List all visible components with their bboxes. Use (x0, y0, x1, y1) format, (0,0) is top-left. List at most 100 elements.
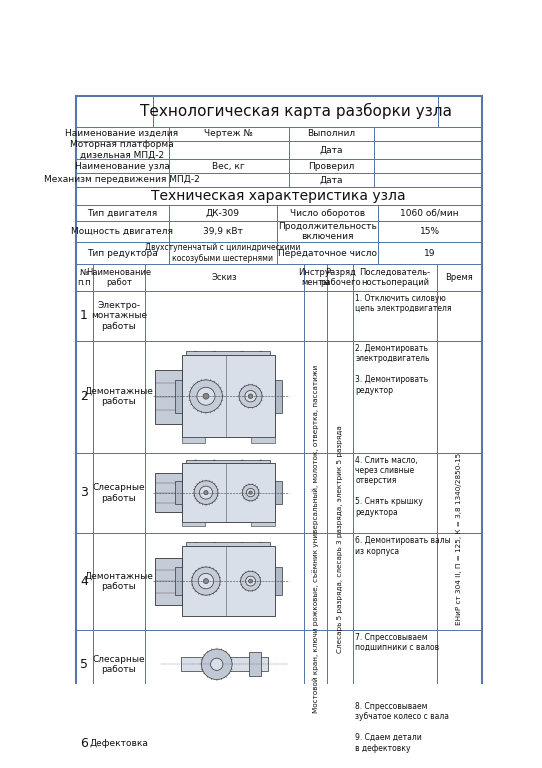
Bar (289, 127, 374, 141)
Bar (75, 264, 93, 291)
Text: Продолжительность
включения: Продолжительность включения (278, 222, 377, 241)
Bar (327, 699, 353, 768)
Bar (75, 187, 482, 205)
Text: Наименование узла: Наименование узла (75, 161, 170, 170)
Text: Демонтажные
работы: Демонтажные работы (85, 387, 153, 406)
Circle shape (194, 481, 218, 505)
Bar (93, 452, 145, 533)
Text: Наименование
работ: Наименование работ (86, 267, 151, 287)
Bar (169, 173, 289, 187)
Text: Вес, кг: Вес, кг (212, 161, 245, 170)
Bar (145, 264, 304, 291)
Circle shape (259, 460, 262, 463)
Bar (154, 370, 182, 424)
Bar (186, 351, 270, 356)
Circle shape (203, 578, 209, 584)
Bar (327, 452, 353, 533)
Text: 3: 3 (80, 486, 88, 499)
Bar (93, 699, 145, 768)
Bar (374, 159, 482, 173)
Text: Слесарные
работы: Слесарные работы (93, 483, 145, 502)
Bar (182, 522, 205, 526)
Bar (327, 533, 353, 630)
Bar (249, 652, 261, 677)
Circle shape (241, 571, 261, 591)
Circle shape (213, 460, 216, 463)
Bar (175, 567, 182, 595)
Text: Эскиз: Эскиз (212, 273, 237, 282)
Bar (353, 341, 437, 452)
Bar (75, 220, 169, 243)
Text: 5: 5 (80, 657, 88, 670)
Text: 39,9 кВт: 39,9 кВт (203, 227, 243, 236)
Text: Разряд
рабочего: Разряд рабочего (320, 267, 360, 287)
Circle shape (259, 542, 262, 546)
Circle shape (241, 460, 244, 463)
Bar (353, 264, 437, 291)
Bar (75, 452, 93, 533)
Text: 2: 2 (80, 390, 88, 403)
Bar (251, 522, 275, 526)
Circle shape (246, 576, 255, 586)
Circle shape (199, 486, 212, 499)
Bar (289, 141, 374, 159)
Circle shape (241, 542, 244, 546)
Circle shape (247, 488, 255, 497)
Bar (145, 291, 304, 341)
Bar (304, 452, 327, 533)
Circle shape (217, 735, 233, 751)
Bar (154, 474, 182, 512)
Bar (437, 264, 482, 291)
Circle shape (242, 485, 259, 501)
Circle shape (249, 491, 252, 495)
Bar (75, 96, 153, 127)
Bar (353, 452, 437, 533)
Bar (353, 699, 437, 768)
Bar (327, 630, 353, 699)
Bar (304, 291, 327, 341)
Bar (93, 291, 145, 341)
Circle shape (249, 579, 253, 583)
Bar (145, 699, 304, 768)
Circle shape (248, 394, 253, 399)
Text: Техническая характеристика узла: Техническая характеристика узла (151, 189, 406, 203)
Text: Число оборотов: Число оборотов (290, 209, 365, 217)
Text: 19: 19 (424, 249, 435, 257)
Bar (182, 463, 275, 522)
Circle shape (211, 658, 223, 670)
Text: Технологическая карта разборки узла: Технологическая карта разборки узла (140, 104, 451, 120)
Bar (304, 533, 327, 630)
Circle shape (212, 351, 216, 355)
Text: Механизм передвижения МПД-2: Механизм передвижения МПД-2 (44, 175, 200, 184)
Bar (304, 630, 327, 699)
Circle shape (239, 385, 262, 408)
Bar (75, 127, 169, 141)
Circle shape (203, 393, 209, 399)
Bar (304, 699, 327, 768)
Bar (437, 630, 482, 699)
Text: Чертеж №: Чертеж № (204, 129, 253, 138)
Bar (275, 380, 282, 412)
Bar (75, 159, 169, 173)
Text: 8. Спрессовываем
зубчатое колесо с вала

9. Сдаем детали
в дефектовку: 8. Спрессовываем зубчатое колесо с вала … (355, 702, 449, 753)
Bar (145, 341, 304, 452)
Text: 4: 4 (80, 575, 88, 588)
Bar (353, 291, 437, 341)
Bar (186, 542, 270, 546)
Circle shape (198, 574, 214, 589)
Bar (378, 205, 482, 220)
Bar (145, 630, 304, 699)
Bar (327, 341, 353, 452)
Bar (277, 243, 378, 264)
Circle shape (194, 460, 197, 463)
Bar (275, 567, 282, 595)
Circle shape (197, 387, 215, 406)
Bar (169, 243, 277, 264)
Bar (277, 205, 378, 220)
Bar (189, 717, 261, 768)
Bar (93, 533, 145, 630)
Bar (169, 141, 289, 159)
Circle shape (194, 542, 197, 546)
Circle shape (245, 390, 256, 402)
Bar (437, 341, 482, 452)
